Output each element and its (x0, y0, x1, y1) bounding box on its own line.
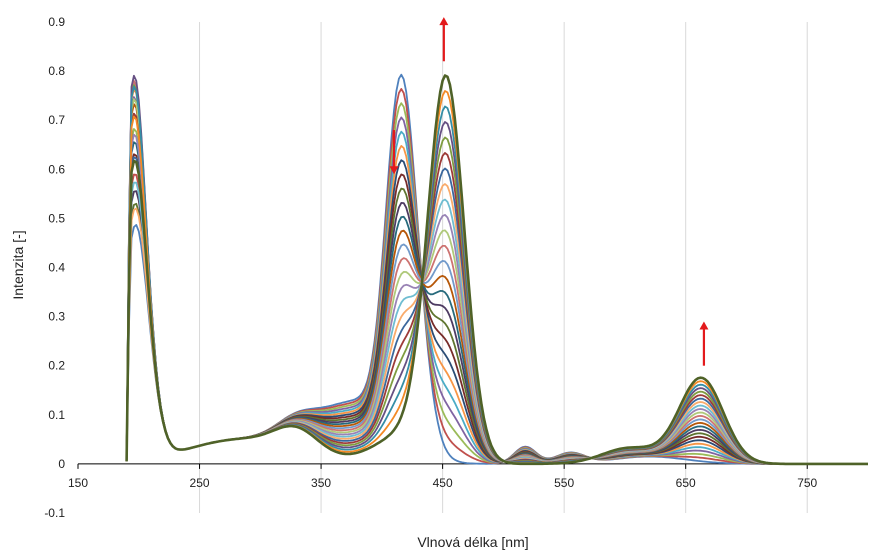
spectrum-series-line (125, 103, 868, 465)
x-tick-label: 350 (311, 476, 331, 490)
y-tick-label: 0.4 (48, 261, 65, 275)
spectrum-series-line (125, 96, 868, 465)
spectrum-series-line (125, 133, 868, 465)
spectrum-series-line (125, 74, 868, 466)
spectrum-series-line (125, 112, 868, 465)
y-axis-title: Intenzita [-] (10, 230, 26, 299)
x-tick-label: 150 (68, 476, 88, 490)
spectrum-series-line (125, 187, 868, 465)
spectrum-series-line (125, 141, 868, 465)
spectrum-series-line (125, 181, 868, 465)
trend-arrow-head (389, 166, 399, 175)
x-tick-label: 650 (676, 476, 696, 490)
spectrum-series-line (125, 90, 868, 465)
y-tick-label: 0.1 (48, 408, 65, 422)
spectrum-series-line (125, 85, 868, 465)
spectrum-series-line (125, 74, 868, 465)
x-axis-title: Vlnová délka [nm] (417, 534, 528, 550)
annotation-layer (389, 17, 709, 366)
y-tick-label: 0 (58, 457, 65, 471)
spectrum-series-line (125, 88, 868, 465)
spectrum-series-line (125, 73, 868, 465)
spectrum-series-line (125, 80, 868, 465)
x-tick-label: 750 (797, 476, 817, 490)
y-tick-label: 0.3 (48, 310, 65, 324)
spectrum-series-line (125, 153, 868, 465)
y-tick-label: 0.5 (48, 211, 65, 225)
grid-layer (199, 22, 808, 513)
x-tick-label: 250 (190, 476, 210, 490)
y-tick-label: 0.8 (48, 64, 65, 78)
x-tick-label: 450 (433, 476, 453, 490)
spectrum-series-line (125, 156, 868, 465)
y-tick-label: 0.2 (48, 359, 65, 373)
trend-arrow-head (439, 17, 449, 26)
spectrum-series-line (125, 84, 868, 465)
y-tick-label: 0.7 (48, 113, 65, 127)
spectrum-series-line (125, 112, 868, 465)
spectrum-series-line (125, 183, 868, 465)
y-tick-label: 0.6 (48, 162, 65, 176)
trend-arrow-head (699, 321, 709, 330)
spectrum-series-line (125, 102, 868, 465)
spectrum-series-line (125, 82, 868, 465)
spectrum-series-line (125, 190, 868, 465)
x-tick-label: 550 (554, 476, 574, 490)
spectrum-series-line (125, 81, 868, 465)
spectrum-series-line (125, 88, 868, 465)
y-tick-label: -0.1 (44, 506, 65, 520)
series-layer (125, 73, 868, 466)
spectrum-series-line (125, 98, 868, 465)
y-tick-label: 0.9 (48, 15, 65, 29)
axis-layer: -0.1 0 0.1 0.2 0.3 0.4 0.5 0.6 0.7 0.8 0.9 150 250 35… (44, 15, 868, 520)
